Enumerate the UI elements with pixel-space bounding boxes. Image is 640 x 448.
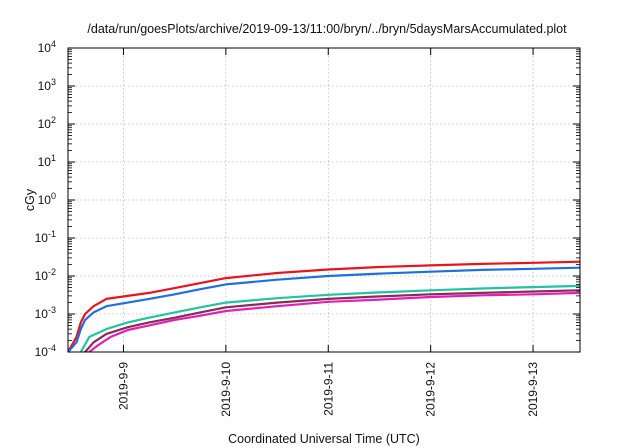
series-line-4 [83, 289, 580, 352]
x-axis-label: Coordinated Universal Time (UTC) [228, 432, 420, 446]
series-line-5 [88, 291, 580, 352]
y-tick-label: 101 [38, 153, 56, 169]
y-tick-labels: 10-4 10-3 10-2 10-1 100 101 102 103 104 [35, 39, 56, 359]
y-tick-label: 10-3 [35, 305, 56, 321]
y-tick-label: 103 [38, 77, 56, 93]
x-tick-label: 2019-9-11 [321, 362, 335, 416]
y-tick-label: 102 [38, 115, 56, 131]
chart-title: /data/run/goesPlots/archive/2019-09-13/1… [87, 22, 567, 36]
y-axis-label: cGy [23, 188, 37, 211]
y-tick-label: 10-2 [35, 267, 56, 283]
x-tick-labels: 2019-9-9 2019-9-10 2019-9-11 2019-9-12 2019-… [116, 362, 540, 417]
x-tick-label: 2019-9-9 [116, 362, 130, 410]
grid-lines [68, 48, 580, 352]
y-tick-label: 104 [38, 39, 56, 55]
y-tick-label: 10-4 [35, 343, 56, 359]
plot-frame [67, 47, 581, 353]
series-line-3 [79, 284, 580, 352]
series-lines [68, 260, 580, 352]
x-tick-label: 2019-9-13 [526, 362, 540, 417]
series-line-1 [68, 260, 580, 352]
y-tick-label: 100 [38, 191, 56, 207]
x-tick-label: 2019-9-10 [219, 362, 233, 417]
series-line-2 [68, 266, 580, 352]
y-tick-label: 10-1 [35, 229, 56, 245]
plot-border [67, 47, 581, 353]
x-tick-label: 2019-9-12 [424, 362, 438, 417]
